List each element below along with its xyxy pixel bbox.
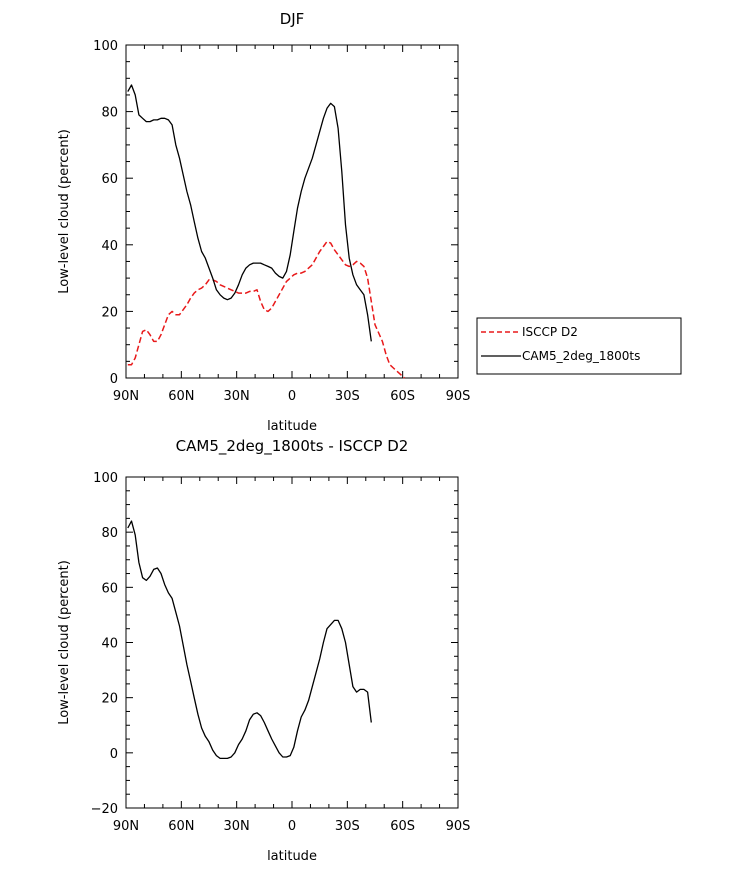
y-tick-label: 0 bbox=[110, 372, 118, 387]
x-tick-label: 60S bbox=[390, 819, 415, 834]
series-line-difference bbox=[127, 520, 372, 760]
y-axis-label: Low-level cloud (percent) bbox=[57, 129, 72, 294]
plot-frame bbox=[125, 476, 459, 809]
x-axis-label: latitude bbox=[267, 419, 317, 434]
y-tick-label: 60 bbox=[101, 172, 118, 187]
x-tick-label: 90N bbox=[113, 819, 139, 834]
y-tick-label: 40 bbox=[101, 637, 118, 652]
y-tick-label: 80 bbox=[101, 106, 118, 121]
x-tick-label: 60S bbox=[390, 389, 415, 404]
series-line-isccp-d2 bbox=[127, 240, 405, 379]
x-tick-label: 60N bbox=[168, 389, 194, 404]
panel-difference: 90N 60N 30N 0 30S 60S 90S −20 0 20 40 60 80 100 CAM5_2… bbox=[57, 437, 470, 864]
y-tick-label: 80 bbox=[101, 526, 118, 541]
y-tick-label: 0 bbox=[110, 747, 118, 762]
legend-box bbox=[476, 317, 682, 375]
x-tick-label: 0 bbox=[288, 819, 296, 834]
y-axis-label: Low-level cloud (percent) bbox=[57, 560, 72, 725]
panel-djf: 90N 60N 30N 0 30S 60S 90S 0 20 40 60 80 100 DJF latitu… bbox=[57, 10, 470, 434]
y-tick-label: 60 bbox=[101, 581, 118, 596]
series-line-cam5-2deg-1800ts bbox=[127, 84, 372, 342]
x-tick-label: 0 bbox=[288, 389, 296, 404]
x-tick-label: 30N bbox=[224, 819, 250, 834]
legend: ISCCP D2 CAM5_2deg_1800ts bbox=[476, 317, 682, 375]
x-tick-label: 30N bbox=[224, 389, 250, 404]
legend-label-cam5: CAM5_2deg_1800ts bbox=[522, 349, 640, 363]
plot-frame bbox=[125, 44, 459, 379]
y-tick-label: 20 bbox=[101, 305, 118, 320]
chart-title: DJF bbox=[280, 10, 305, 28]
x-axis-label: latitude bbox=[267, 849, 317, 864]
x-tick-label: 60N bbox=[168, 819, 194, 834]
y-tick-label: 100 bbox=[93, 471, 118, 486]
x-tick-label: 90S bbox=[446, 819, 471, 834]
x-tick-label: 30S bbox=[335, 819, 360, 834]
chart-title: CAM5_2deg_1800ts - ISCCP D2 bbox=[176, 437, 409, 456]
y-tick-label: −20 bbox=[91, 802, 118, 817]
x-tick-label: 30S bbox=[335, 389, 360, 404]
x-tick-label: 90N bbox=[113, 389, 139, 404]
x-tick-label: 90S bbox=[446, 389, 471, 404]
y-tick-label: 20 bbox=[101, 692, 118, 707]
legend-label-isccp: ISCCP D2 bbox=[522, 325, 578, 339]
y-tick-label: 100 bbox=[93, 39, 118, 54]
y-tick-label: 40 bbox=[101, 239, 118, 254]
